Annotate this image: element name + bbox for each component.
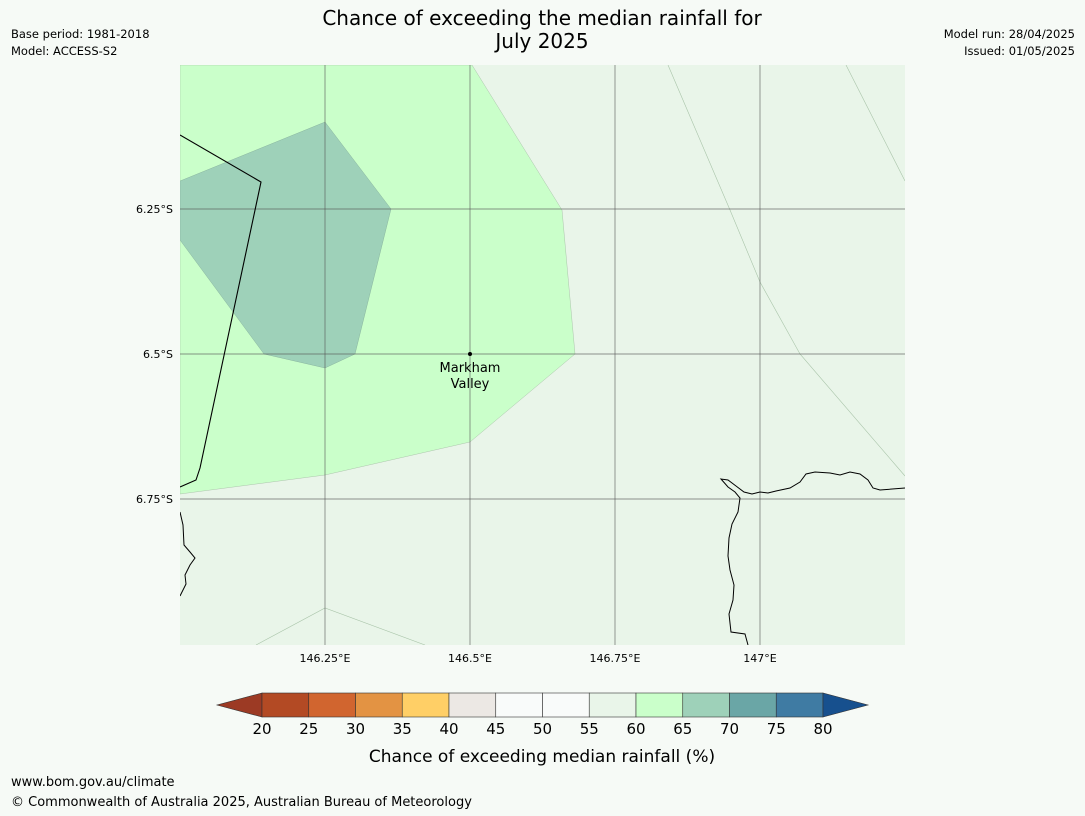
colorbar-tick-label: 40 xyxy=(439,720,458,738)
map-area[interactable] xyxy=(180,65,905,645)
colorbar-extend-high xyxy=(822,692,870,718)
lon-label: 147°E xyxy=(743,652,776,665)
issued-date: Issued: 01/05/2025 xyxy=(964,44,1075,58)
lon-label: 146.75°E xyxy=(590,652,641,665)
colorbar: 20 25 30 35 40 45 50 55 60 65 70 75 80 xyxy=(215,692,870,738)
source-url[interactable]: www.bom.gov.au/climate xyxy=(11,775,175,790)
lon-label: 146.25°E xyxy=(300,652,351,665)
model-info: Base period: 1981-2018 Model: ACCESS-S2 xyxy=(11,26,150,60)
location-marker[interactable] xyxy=(468,352,472,356)
model-name: Model: ACCESS-S2 xyxy=(11,44,118,58)
title-line-2: July 2025 xyxy=(495,29,589,53)
colorbar-tick-label: 65 xyxy=(673,720,692,738)
colorbar-swatch xyxy=(775,692,824,718)
model-run-date: Model run: 28/04/2025 xyxy=(943,27,1075,41)
colorbar-tick-label: 25 xyxy=(299,720,318,738)
colorbar-tick-label: 60 xyxy=(626,720,645,738)
colorbar-swatch xyxy=(401,692,450,718)
colorbar-swatch xyxy=(308,692,356,718)
region-65-70 xyxy=(180,121,392,369)
colorbar-tick-label: 30 xyxy=(346,720,365,738)
colorbar-tick-label: 20 xyxy=(252,720,271,738)
coastline-east xyxy=(719,471,905,645)
title-line-1: Chance of exceeding the median rainfall … xyxy=(322,6,762,30)
colorbar-extend-low xyxy=(215,692,263,718)
colorbar-swatch xyxy=(682,692,730,718)
base-period: Base period: 1981-2018 xyxy=(11,27,150,41)
contour-line xyxy=(845,65,905,182)
colorbar-swatch xyxy=(635,692,684,718)
colorbar-swatch xyxy=(448,692,497,718)
run-info: Model run: 28/04/2025 Issued: 01/05/2025 xyxy=(944,26,1075,60)
colorbar-swatch xyxy=(542,692,590,718)
coastline-west xyxy=(180,511,196,597)
colorbar-tick-label: 35 xyxy=(393,720,412,738)
lat-label: 6.5°S xyxy=(143,348,173,361)
colorbar-swatch xyxy=(495,692,543,718)
colorbar-tick-label: 55 xyxy=(580,720,599,738)
colorbar-swatch xyxy=(729,692,777,718)
border-line xyxy=(180,134,262,488)
lat-label: 6.25°S xyxy=(136,203,173,216)
map-title: Chance of exceeding the median rainfall … xyxy=(242,7,842,53)
colorbar-tick-label: 80 xyxy=(813,720,832,738)
copyright-notice: © Commonwealth of Australia 2025, Austra… xyxy=(11,795,472,810)
colorbar-swatch xyxy=(588,692,637,718)
colorbar-tick-label: 50 xyxy=(533,720,552,738)
lat-label: 6.75°S xyxy=(136,493,173,506)
lon-label: 146.5°E xyxy=(448,652,492,665)
colorbar-tick-label: 75 xyxy=(767,720,786,738)
colorbar-swatch xyxy=(355,692,403,718)
colorbar-tick-label: 45 xyxy=(486,720,505,738)
colorbar-label: Chance of exceeding median rainfall (%) xyxy=(369,747,715,767)
colorbar-tick-label: 70 xyxy=(720,720,739,738)
colorbar-swatch xyxy=(261,692,310,718)
place-label-line-2: Valley xyxy=(451,377,490,392)
place-label-line-1: Markham xyxy=(440,361,501,376)
